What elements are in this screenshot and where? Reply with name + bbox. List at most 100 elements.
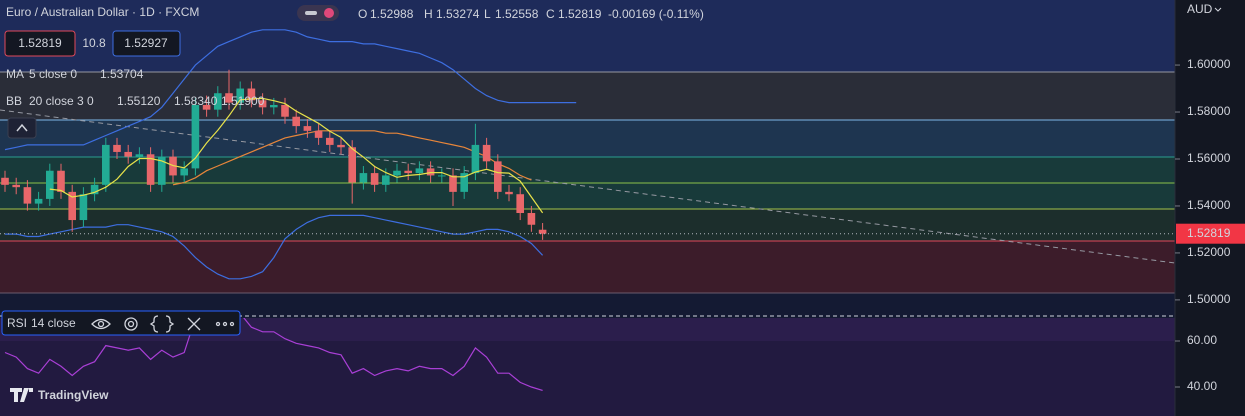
more-icon[interactable]	[215, 321, 235, 327]
candle-body	[258, 100, 267, 108]
candle-body	[326, 137, 334, 145]
rsi-params: 14 close	[31, 316, 76, 330]
candle-body	[292, 116, 300, 127]
candle-body	[12, 184, 20, 188]
last-price-label: 1.52819	[1187, 226, 1231, 240]
candle-body	[471, 144, 480, 174]
candle-body	[214, 93, 222, 110]
candle-body	[438, 175, 446, 177]
y-tick-label: 60.00	[1187, 333, 1217, 347]
candle-body	[146, 154, 155, 185]
candle-body	[359, 173, 368, 183]
ma-readout: 1.53704	[100, 67, 144, 81]
source-icon[interactable]	[149, 315, 175, 333]
last-price-box	[1176, 223, 1245, 244]
candle-body	[449, 175, 457, 192]
ohlc-change: -0.00169 (-0.11%)	[608, 7, 704, 21]
candle-body	[68, 191, 76, 221]
candle-body	[348, 147, 356, 183]
levels	[0, 71, 1175, 294]
bb-name: BB	[6, 94, 22, 108]
buy-button[interactable]	[112, 30, 181, 57]
bb-params: 20 close 3 0	[29, 94, 94, 108]
candle-body	[404, 170, 412, 174]
candle-body	[426, 168, 435, 176]
bb-readout: 1.58340	[174, 94, 218, 108]
candle-body	[270, 104, 278, 108]
candle-body	[247, 88, 256, 101]
zone	[0, 209, 1175, 241]
y-tick-label: 1.54000	[1187, 198, 1231, 212]
ma-params: 5 close 0	[29, 67, 77, 81]
ohlc-label: C	[546, 7, 555, 21]
rsi-name: RSI	[7, 316, 27, 330]
candle-body	[482, 144, 491, 162]
bb-readout: 1.51900	[221, 94, 265, 108]
candle-body	[516, 194, 524, 214]
settings-icon[interactable]	[124, 317, 138, 331]
candle-body	[180, 168, 188, 176]
candle-body	[382, 175, 390, 185]
candle-body	[102, 144, 110, 185]
candle-body	[113, 144, 121, 152]
price-axis-bg	[1175, 0, 1245, 416]
candle-body	[303, 126, 312, 131]
candle-body	[90, 184, 99, 195]
ohlc-value: 1.52558	[495, 7, 539, 21]
candle-body	[202, 104, 211, 110]
ma-name: MA	[6, 67, 24, 81]
candle-body	[34, 198, 43, 204]
candle-body	[314, 130, 323, 138]
candle-body	[505, 191, 513, 195]
candle-body	[79, 194, 88, 221]
rsi-line	[4, 318, 543, 391]
candle-body	[158, 156, 166, 185]
spread: 10.8	[82, 36, 106, 50]
chevron-icon	[1214, 7, 1222, 12]
rsi-tools	[91, 315, 235, 333]
branding: TradingView	[38, 388, 109, 402]
sell-price: 1.52819	[18, 36, 62, 50]
y-tick-label: 40.00	[1187, 379, 1217, 393]
currency-label: AUD	[1187, 2, 1213, 16]
candle-body	[124, 151, 132, 157]
plot	[1, 29, 577, 391]
candle-body	[393, 170, 401, 176]
ohlc-label: L	[484, 7, 491, 21]
zone	[0, 120, 1175, 157]
candle-body	[337, 144, 345, 148]
candle-body	[460, 173, 468, 192]
y-tick-label: 1.58000	[1187, 104, 1231, 118]
candle-body	[236, 88, 244, 103]
y-tick-label: 1.56000	[1187, 151, 1231, 165]
sell-button[interactable]	[4, 30, 76, 57]
zone	[0, 0, 1175, 72]
candle-body	[527, 213, 536, 225]
logo-icon	[10, 388, 33, 402]
y-tick-label: 1.52000	[1187, 245, 1231, 259]
candle-body	[191, 104, 200, 169]
ohlc-value: 1.53274	[436, 7, 480, 21]
candle-body	[370, 173, 379, 185]
candle-body	[415, 168, 424, 174]
ohlc-label: H	[424, 7, 433, 21]
chart-title: Euro / Australian Dollar · 1D · FXCM	[6, 5, 199, 19]
ohlc-value: 1.52819	[558, 7, 602, 21]
candle-body	[23, 187, 32, 204]
rsi-pane	[4, 318, 543, 391]
rsi-legend	[1, 310, 241, 336]
bb-readout: 1.55120	[117, 94, 161, 108]
eye-icon[interactable]	[91, 318, 111, 330]
candle-body	[57, 170, 65, 192]
toggle-dot	[324, 8, 334, 18]
candle-body	[135, 154, 144, 157]
candle-body	[281, 104, 289, 117]
zone	[0, 241, 1175, 293]
collapse-button[interactable]	[7, 117, 37, 139]
ohlc-value: 1.52988	[370, 7, 414, 21]
y-tick-label: 1.60000	[1187, 57, 1231, 71]
buy-price: 1.52927	[124, 36, 168, 50]
candle-body	[46, 170, 54, 199]
remove-icon[interactable]	[187, 317, 201, 331]
